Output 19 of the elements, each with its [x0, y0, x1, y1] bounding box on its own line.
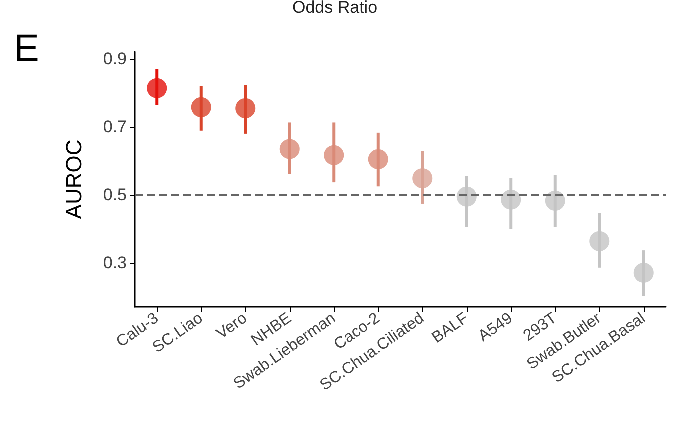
point — [456, 186, 477, 207]
point — [501, 190, 522, 210]
point — [545, 190, 566, 211]
y-tick-label: 0.7 — [103, 117, 127, 136]
point — [191, 97, 212, 118]
point — [236, 98, 256, 118]
point — [147, 78, 168, 98]
point — [280, 139, 300, 160]
point — [412, 168, 433, 188]
point — [590, 231, 610, 252]
chart-title: Odds Ratio — [292, 0, 378, 17]
point — [634, 263, 654, 283]
y-tick-label: 0.3 — [103, 253, 127, 272]
text: E — [14, 28, 40, 70]
point — [368, 149, 388, 170]
y-tick-label: 0.5 — [103, 185, 127, 204]
y-axis-title: AUROC — [62, 140, 86, 220]
y-tick-label: 0.9 — [103, 49, 127, 68]
point — [324, 145, 344, 166]
